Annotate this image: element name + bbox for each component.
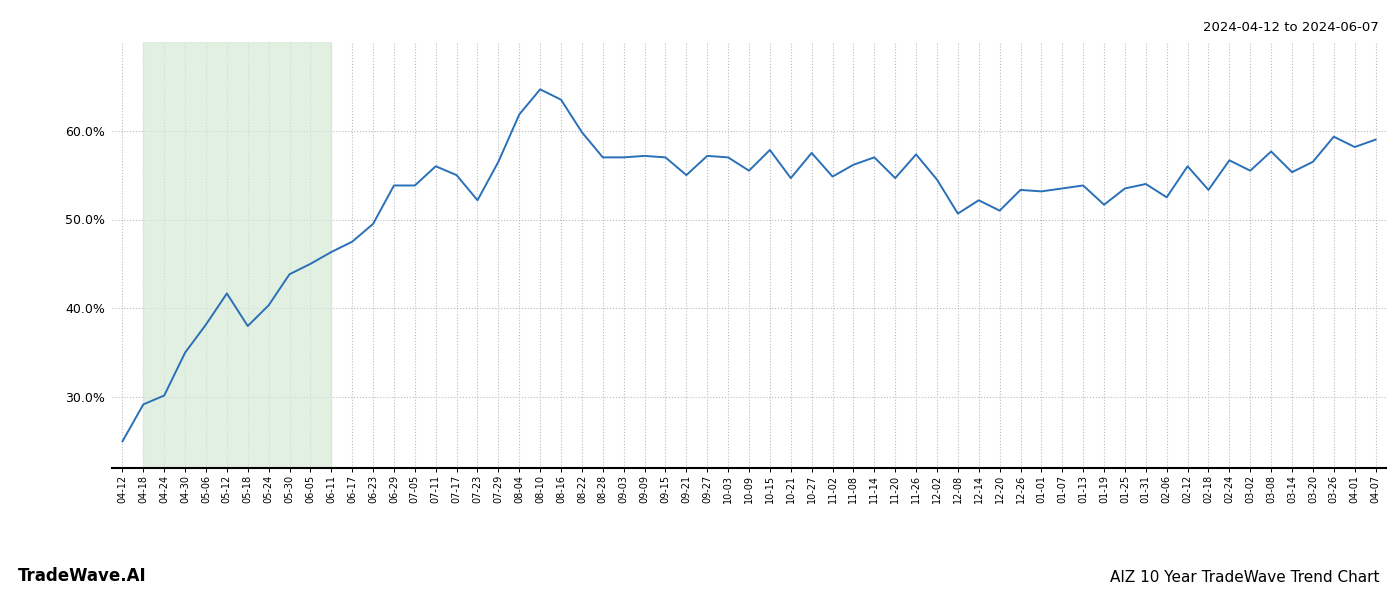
- Text: TradeWave.AI: TradeWave.AI: [18, 567, 147, 585]
- Text: AIZ 10 Year TradeWave Trend Chart: AIZ 10 Year TradeWave Trend Chart: [1109, 570, 1379, 585]
- Text: 2024-04-12 to 2024-06-07: 2024-04-12 to 2024-06-07: [1203, 21, 1379, 34]
- Bar: [143, 42, 332, 468]
